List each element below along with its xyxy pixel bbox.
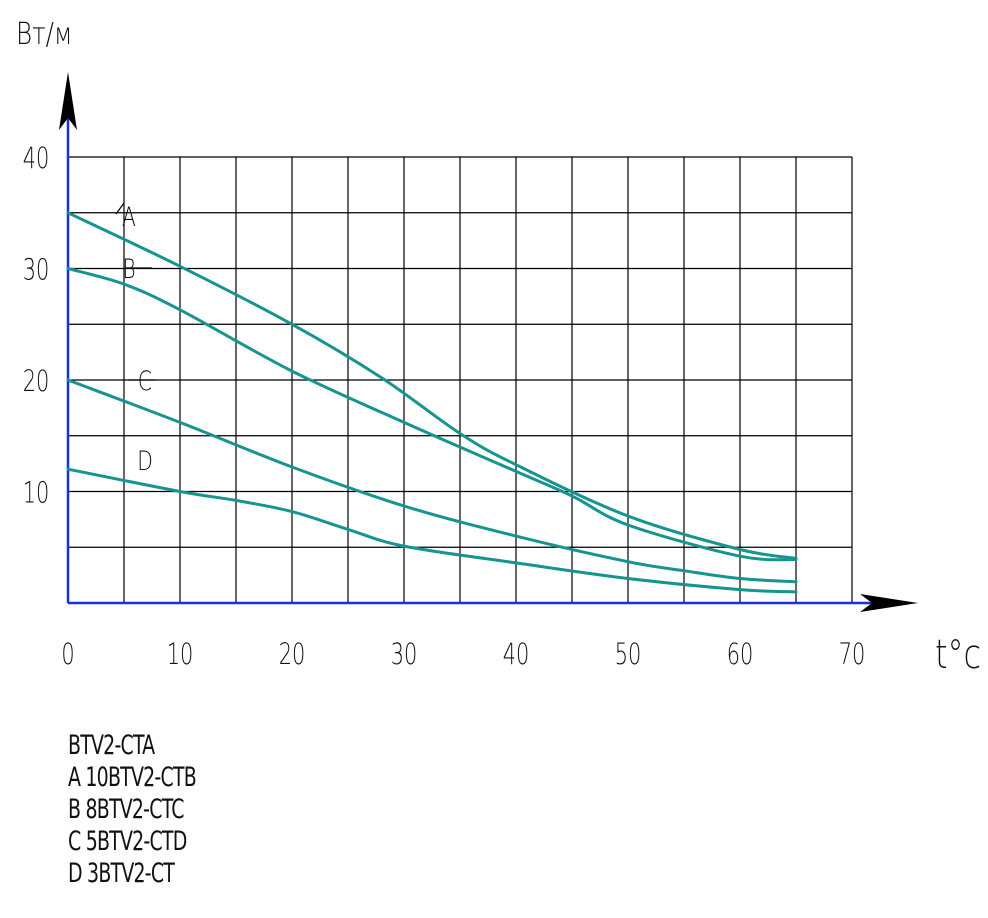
curve-label-leader — [115, 202, 125, 215]
curve-label-a: A — [122, 201, 136, 233]
x-tick-label: 20 — [279, 638, 306, 671]
curve-label-c: C — [138, 365, 152, 397]
legend-title: BTV2-CTA — [68, 730, 155, 761]
y-tick-label: 30 — [23, 253, 50, 286]
x-tick-label: 70 — [839, 638, 866, 671]
x-axis-arrow-icon — [860, 594, 918, 612]
labels: 0 10 20 30 40 50 60 70 10 20 30 40 Вт/м t°c AB C D — [16, 18, 981, 678]
legend-entry-c: C 5BTV2-CTD — [68, 826, 187, 857]
series-line-b — [66, 267, 798, 562]
legend-entry-d: D 3BTV2-CT — [68, 858, 175, 889]
y-axis-arrow-icon — [59, 72, 77, 130]
x-tick-label: 50 — [615, 638, 642, 671]
x-tick-label: 40 — [503, 638, 530, 671]
y-tick-label: 40 — [23, 142, 50, 175]
x-axis-title: t°c — [935, 630, 981, 677]
y-axis-title: Вт/м — [16, 18, 72, 52]
series-line-d — [66, 467, 798, 594]
axes — [59, 72, 918, 612]
x-tick-label: 30 — [391, 638, 418, 671]
legend-entry-a: A 10BTV2-CTB — [68, 762, 197, 793]
curve-label-d: D — [137, 445, 153, 477]
curve-label-b: B — [122, 253, 135, 285]
series-lines — [66, 211, 798, 594]
legend-entry-b: B 8BTV2-CTC — [68, 794, 184, 825]
x-tick-label: 60 — [727, 638, 754, 671]
y-tick-label: 20 — [23, 365, 50, 398]
series-line-c — [66, 378, 798, 584]
legend: BTV2-CTA A 10BTV2-CTB B 8BTV2-CTC C 5BTV… — [68, 730, 197, 890]
y-tick-label: 10 — [23, 476, 50, 509]
series-line-a — [66, 211, 798, 560]
grid — [68, 156, 853, 603]
x-tick-label: 0 — [61, 638, 74, 671]
x-tick-label: 10 — [167, 638, 194, 671]
